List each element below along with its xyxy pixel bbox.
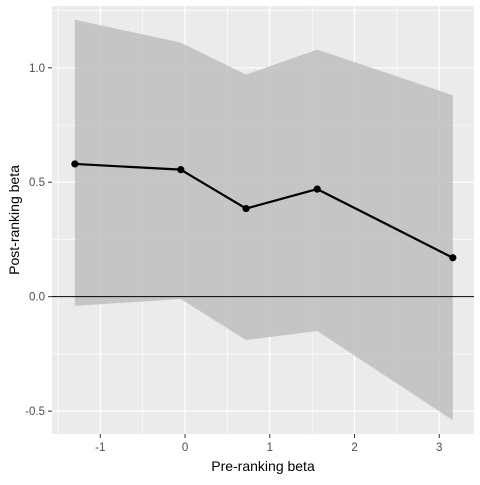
ribbon-layer bbox=[74, 19, 453, 421]
y-tick-label: 0.5 bbox=[29, 177, 45, 189]
x-axis-label: Pre-ranking beta bbox=[211, 458, 315, 474]
data-point bbox=[449, 254, 457, 262]
y-axis-label: Post-ranking beta bbox=[6, 165, 22, 275]
x-tick-label: 2 bbox=[351, 442, 357, 454]
y-axis-ticks: -0.5 0.0 0.5 1.0 bbox=[25, 63, 52, 418]
y-tick-label: 1.0 bbox=[29, 63, 45, 75]
x-tick-label: 1 bbox=[267, 442, 273, 454]
y-tick-label: -0.5 bbox=[25, 406, 45, 418]
x-axis-ticks: -1 0 1 2 3 bbox=[95, 434, 442, 454]
x-tick-label: -1 bbox=[95, 442, 105, 454]
y-tick-label: 0.0 bbox=[29, 292, 45, 304]
x-tick-label: 0 bbox=[182, 442, 188, 454]
data-point bbox=[177, 166, 185, 174]
x-tick-label: 3 bbox=[436, 442, 442, 454]
data-point bbox=[242, 204, 250, 213]
confidence-ribbon bbox=[74, 19, 453, 421]
data-point bbox=[313, 185, 321, 193]
data-point bbox=[71, 160, 79, 168]
point-layer bbox=[71, 160, 457, 262]
